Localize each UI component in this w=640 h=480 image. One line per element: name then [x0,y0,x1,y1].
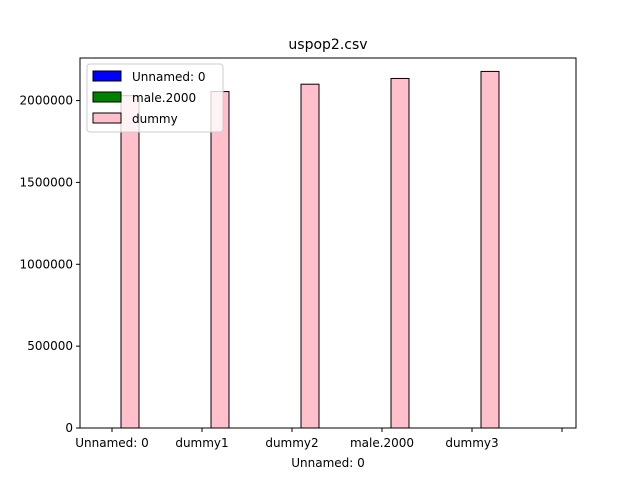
plot-frame [79,57,577,429]
x-axis: Unnamed: 0 dummy1 dummy2 male.2000 dummy3 [75,428,563,450]
y-axis: 0 500000 1000000 1500000 2000000 [20,94,80,435]
legend-swatch [92,70,122,82]
bar-dummy-2 [300,83,320,429]
bar-dummy-3 [390,77,410,429]
x-tick-label: male.2000 [350,436,414,450]
bar-dummy-4 [480,70,500,429]
x-tick-label: Unnamed: 0 [75,436,149,450]
bar-dummy-1 [210,91,230,429]
chart-title: uspop2.csv [288,37,367,53]
y-tick-label: 0 [65,421,73,435]
y-tick-label: 500000 [27,339,73,353]
legend-label: Unnamed: 0 [132,70,206,84]
x-tick-label: dummy3 [445,436,498,450]
legend: Unnamed: 0 male.2000 dummy [86,63,224,133]
x-tick-label: dummy2 [265,436,318,450]
y-tick-label: 2000000 [20,94,73,108]
legend-label: dummy [132,112,178,126]
y-tick-label: 1500000 [20,175,73,189]
legend-swatch [92,112,122,124]
bars-layer [120,70,500,429]
y-tick-label: 1000000 [20,257,73,271]
x-tick-label: dummy1 [175,436,228,450]
x-axis-label: Unnamed: 0 [291,456,365,470]
bar-dummy-0 [120,95,140,429]
legend-label: male.2000 [132,91,196,105]
legend-swatch [92,91,122,103]
